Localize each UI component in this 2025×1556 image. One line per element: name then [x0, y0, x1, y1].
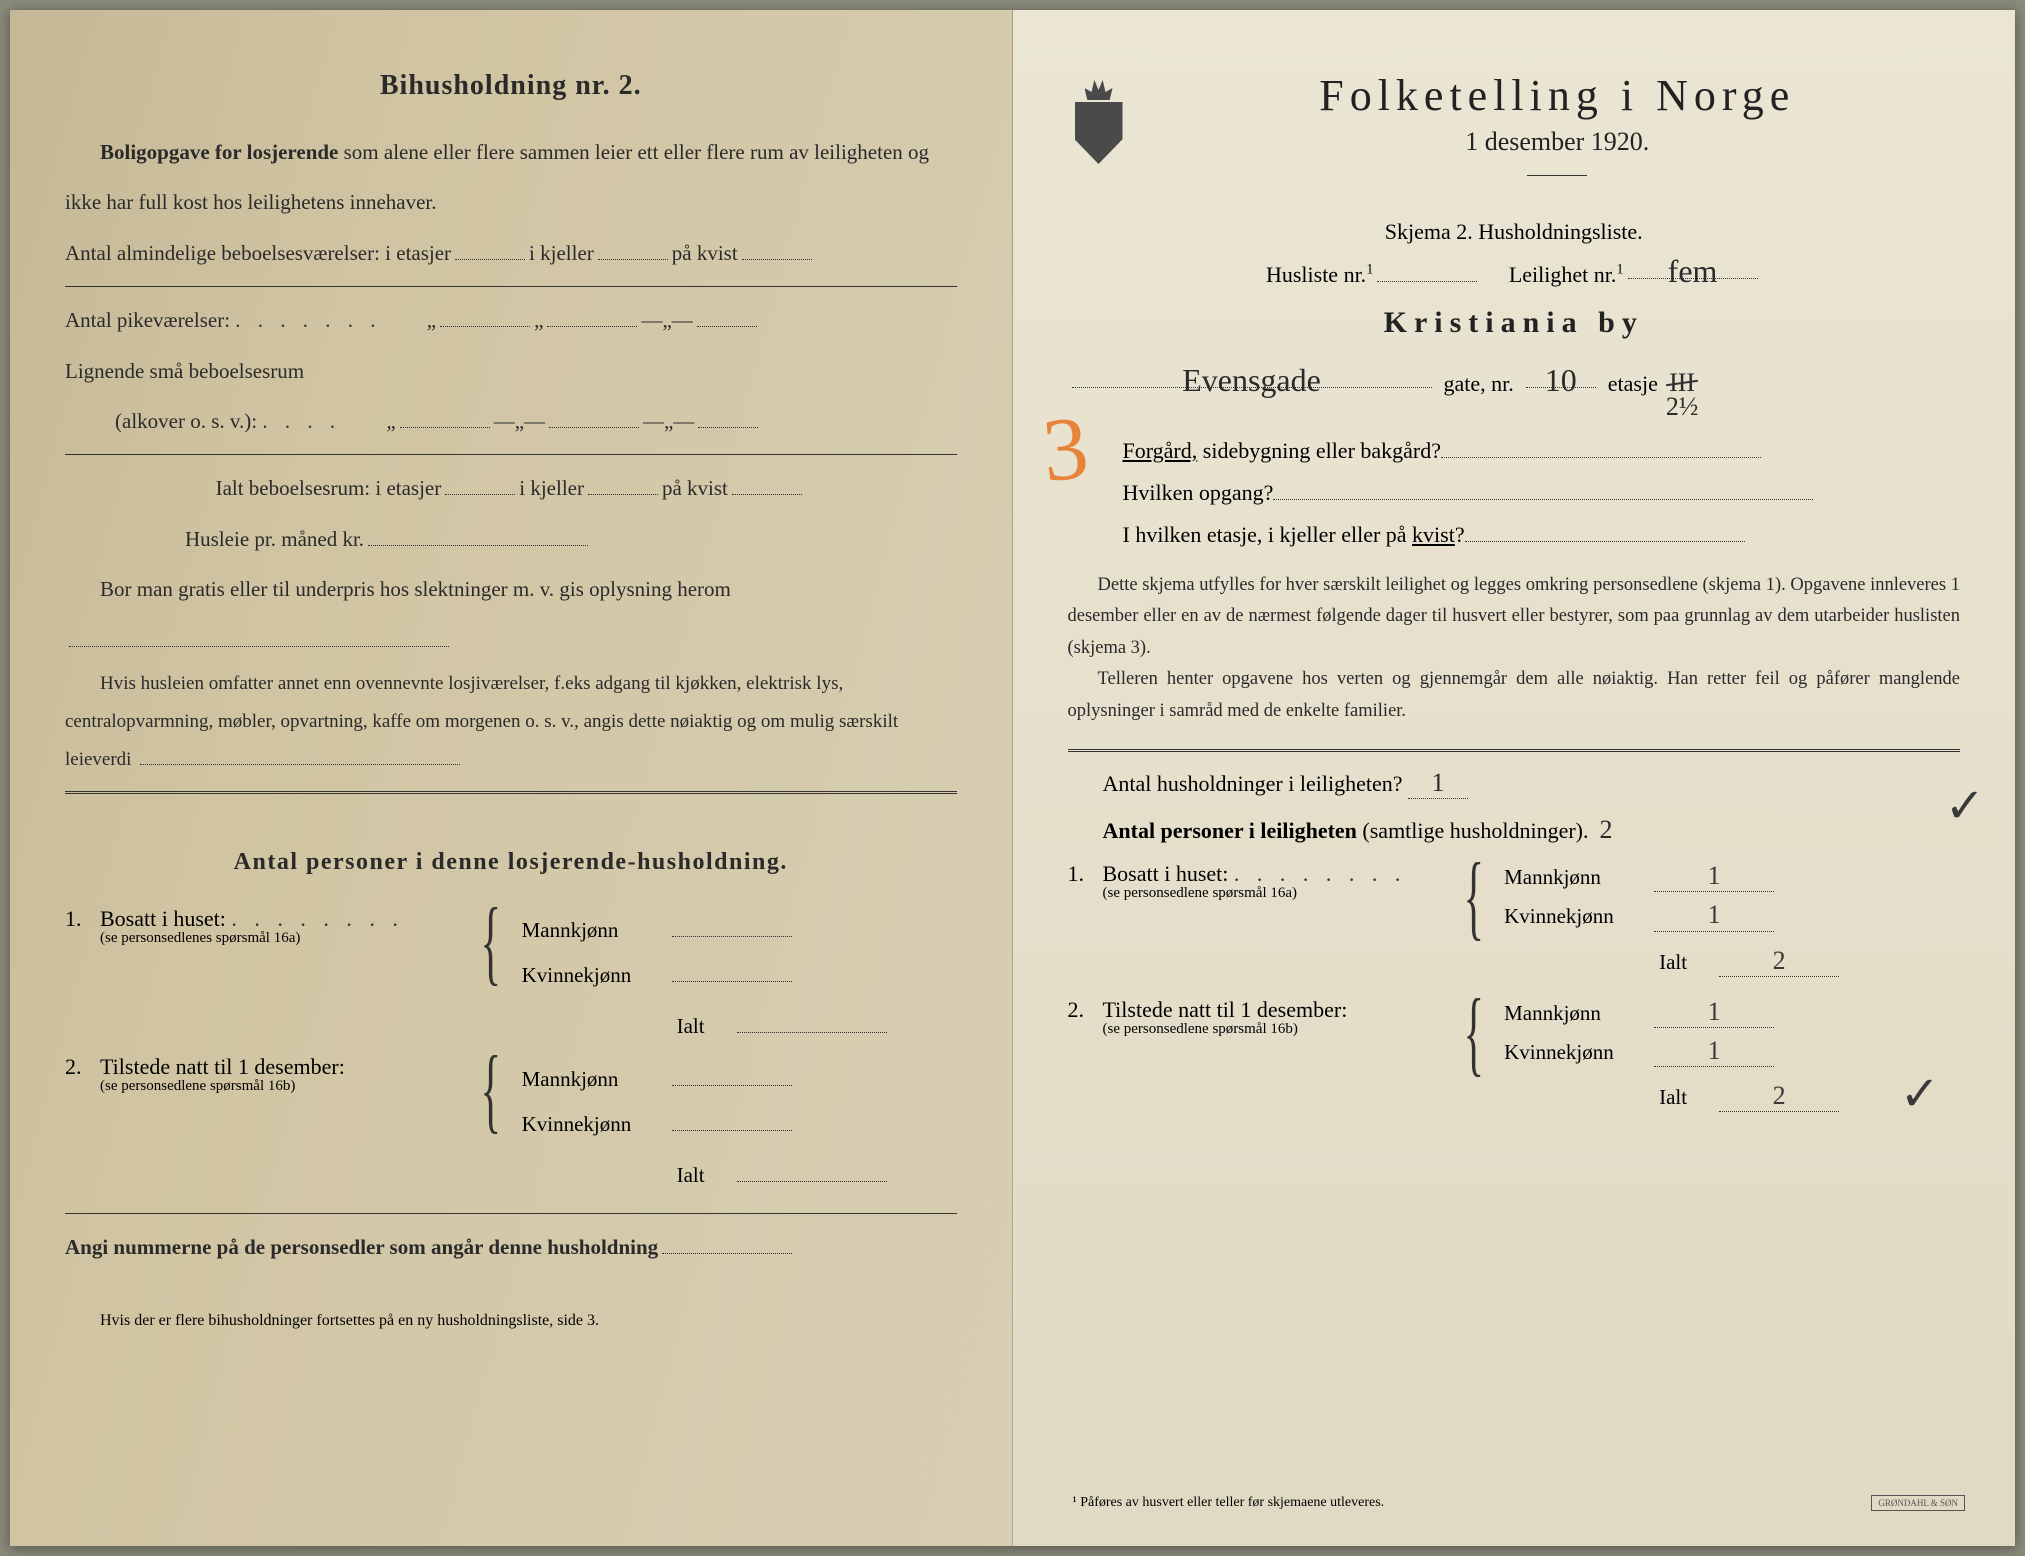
total-rooms-line: Ialt beboelsesrum: i etasjeri kjellerpå …	[65, 463, 957, 513]
census-date: 1 desember 1920.	[1155, 127, 1961, 157]
right-q2-total: 2	[1719, 1081, 1839, 1112]
husliste-nr-field	[1377, 256, 1477, 282]
left-q2: 2. Tilstede natt til 1 desember: (se per…	[65, 1054, 957, 1188]
right-q1-male: 1	[1654, 861, 1774, 892]
brace-icon: {	[1463, 861, 1484, 932]
left-q1-total	[737, 1002, 887, 1033]
free-rent-line: Bor man gratis eller til underpris hos s…	[65, 564, 957, 665]
persons-heading: Antal personer i denne losjerende-hushol…	[65, 849, 957, 876]
husliste-line: Husliste nr.1 Leilighet nr.1fem	[1068, 253, 1961, 288]
rent-line: Husleie pr. måned kr.	[65, 514, 957, 564]
leilighet-nr-field: fem	[1628, 253, 1758, 279]
maid-rooms-line: Antal pikeværelser: . . . . . . . „„—„—	[65, 295, 957, 345]
brace-icon: {	[481, 1054, 502, 1125]
gate-nr-field: 10	[1526, 362, 1596, 388]
field-rent	[368, 521, 588, 546]
brace-icon: {	[1463, 997, 1484, 1068]
street-field: Evensgade	[1072, 362, 1432, 388]
right-q2: 2. Tilstede natt til 1 desember: (se per…	[1068, 997, 1961, 1113]
bottom-instruction: Angi nummerne på de personsedler som ang…	[65, 1222, 957, 1272]
left-heading: Bihusholdning nr. 2.	[65, 70, 957, 102]
household-count-line: Antal husholdninger i leiligheten? 1	[1103, 768, 1961, 799]
left-page: Bihusholdning nr. 2. Boligopgave for los…	[10, 10, 1013, 1546]
right-page: Folketelling i Norge 1 desember 1920. Sk…	[1013, 10, 2016, 1546]
right-q1: 1. Bosatt i huset: . . . . . . . . (se p…	[1068, 861, 1961, 977]
left-q1-male	[672, 906, 792, 937]
footnote: ¹ Påføres av husvert eller teller før sk…	[1073, 1495, 1385, 1511]
main-title: Folketelling i Norge	[1155, 70, 1961, 121]
left-q2-male	[672, 1054, 792, 1085]
brace-icon: {	[481, 906, 502, 977]
checkmark-icon: ✓	[1900, 1066, 1940, 1122]
coat-of-arms-icon	[1068, 80, 1130, 175]
ordinary-rooms-line: Antal almindelige beboelsesværelser: i e…	[65, 228, 957, 278]
intro-paragraph: Boligopgave for losjerende som alene ell…	[65, 127, 957, 228]
field-etasjer	[455, 235, 525, 260]
orange-annotation: 3	[1039, 403, 1092, 497]
left-q2-total	[737, 1151, 887, 1182]
continuation-note: Hvis der er flere bihusholdninger fortse…	[65, 1312, 957, 1330]
left-q2-female	[672, 1100, 792, 1131]
field-kvist	[742, 235, 812, 260]
schema-line: Skjema 2. Husholdningsliste.	[1068, 219, 1961, 245]
left-q1: 1. Bosatt i huset: . . . . . . . . (se p…	[65, 906, 957, 1040]
right-q1-total: 2	[1719, 946, 1839, 977]
forgard-line: Forgård, sidebygning eller bakgård?	[1123, 438, 1961, 464]
left-q1-female	[672, 951, 792, 982]
right-q1-female: 1	[1654, 900, 1774, 931]
address-line: Evensgade gate, nr. 10 etasje III 2½	[1068, 362, 1961, 422]
field-kjeller	[598, 235, 668, 260]
opgang-line: Hvilken opgang?	[1123, 480, 1961, 506]
rent-note: Hvis husleien omfatter annet enn ovennev…	[65, 665, 957, 779]
document-spread: Bihusholdning nr. 2. Boligopgave for los…	[10, 10, 2015, 1546]
printer-mark: GRØNDAHL & SØN	[1871, 1495, 1965, 1511]
right-q2-male: 1	[1654, 997, 1774, 1028]
title-block: Folketelling i Norge 1 desember 1920.	[1068, 70, 1961, 194]
etasje-field: III 2½	[1666, 368, 1699, 422]
etasje-question-line: I hvilken etasje, i kjeller eller på kvi…	[1123, 522, 1961, 548]
intro-bold: Boligopgave for losjerende	[100, 140, 338, 164]
right-q2-female: 1	[1654, 1036, 1774, 1067]
checkmark-icon: ✓	[1945, 778, 1985, 834]
similar-rooms-line: Lignende små beboelsesrum (alkover o. s.…	[65, 346, 957, 447]
persons-total-line: Antal personer i leiligheten (samtlige h…	[1103, 815, 1961, 845]
city-name: Kristiania by	[1068, 306, 1961, 340]
instructions: Dette skjema utfylles for hver særskilt …	[1068, 570, 1961, 727]
